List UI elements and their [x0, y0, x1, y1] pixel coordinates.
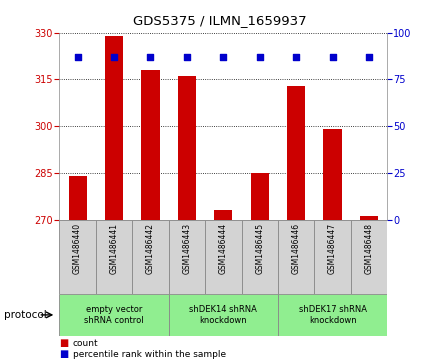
Bar — [205, 220, 242, 294]
Bar — [214, 210, 232, 220]
Bar — [314, 220, 351, 294]
Text: shDEK17 shRNA
knockdown: shDEK17 shRNA knockdown — [299, 305, 367, 325]
Point — [183, 54, 191, 60]
Bar — [96, 220, 132, 294]
Bar — [178, 76, 196, 220]
Text: GSM1486445: GSM1486445 — [255, 223, 264, 274]
Text: count: count — [73, 339, 98, 348]
Text: ■: ■ — [59, 349, 69, 359]
Text: empty vector
shRNA control: empty vector shRNA control — [84, 305, 144, 325]
Point — [220, 54, 227, 60]
Bar — [141, 70, 160, 220]
Text: GSM1486442: GSM1486442 — [146, 223, 155, 274]
Point — [147, 54, 154, 60]
Bar — [278, 220, 314, 294]
Bar — [323, 129, 342, 220]
Text: GSM1486444: GSM1486444 — [219, 223, 228, 274]
Text: GSM1486443: GSM1486443 — [182, 223, 191, 274]
Text: shDEK14 shRNA
knockdown: shDEK14 shRNA knockdown — [189, 305, 257, 325]
Bar — [278, 294, 387, 336]
Point — [329, 54, 336, 60]
Text: GSM1486446: GSM1486446 — [292, 223, 301, 274]
Bar — [351, 220, 387, 294]
Text: GSM1486440: GSM1486440 — [73, 223, 82, 274]
Bar — [59, 220, 96, 294]
Bar — [287, 86, 305, 220]
Point — [256, 54, 263, 60]
Bar — [251, 173, 269, 220]
Bar — [169, 294, 278, 336]
Point — [293, 54, 300, 60]
Point — [74, 54, 81, 60]
Text: protocol: protocol — [4, 310, 47, 320]
Text: GSM1486441: GSM1486441 — [110, 223, 118, 274]
Bar — [169, 220, 205, 294]
Bar — [105, 36, 123, 220]
Text: GSM1486447: GSM1486447 — [328, 223, 337, 274]
Text: GDS5375 / ILMN_1659937: GDS5375 / ILMN_1659937 — [133, 15, 307, 28]
Bar — [242, 220, 278, 294]
Point — [110, 54, 117, 60]
Text: ■: ■ — [59, 338, 69, 348]
Bar — [132, 220, 169, 294]
Bar — [59, 294, 169, 336]
Text: GSM1486448: GSM1486448 — [364, 223, 374, 274]
Text: percentile rank within the sample: percentile rank within the sample — [73, 350, 226, 359]
Bar — [69, 176, 87, 220]
Bar — [360, 216, 378, 220]
Point — [366, 54, 373, 60]
